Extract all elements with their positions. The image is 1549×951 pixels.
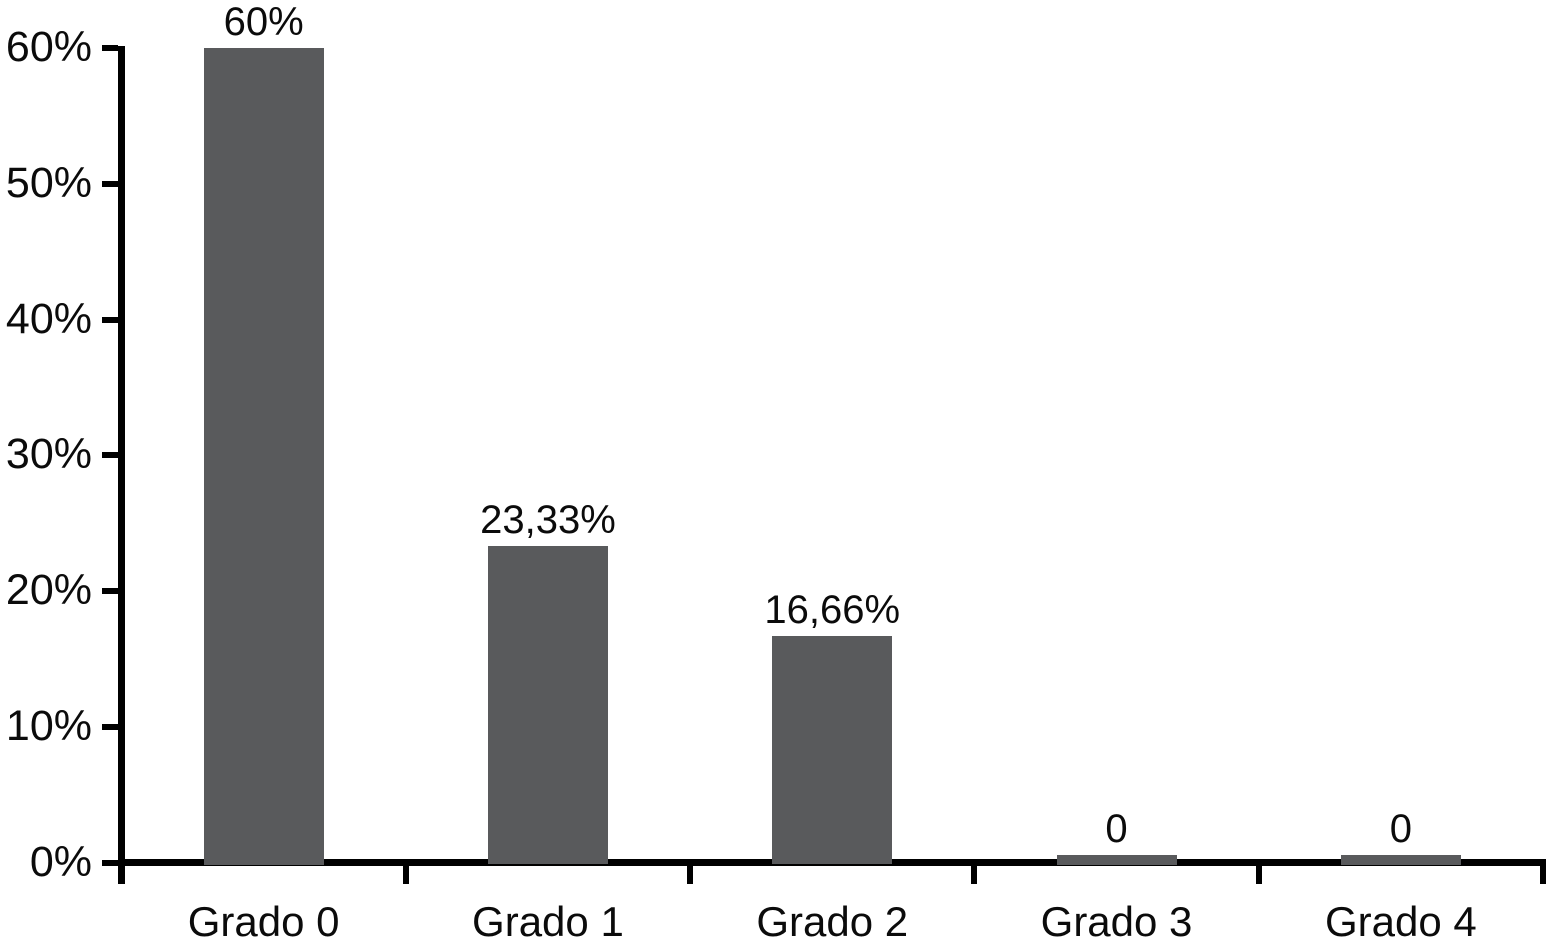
bar (203, 48, 324, 865)
x-axis-tick (687, 866, 694, 884)
y-tick-label: 50% (5, 158, 92, 207)
bar-value-label: 23,33% (480, 497, 616, 542)
x-axis-tick (402, 866, 409, 884)
y-tick-label: 10% (5, 701, 92, 750)
x-category-label: Grado 4 (1324, 898, 1477, 945)
bar (772, 636, 893, 865)
bar (1340, 854, 1461, 865)
y-tick-label: 60% (5, 23, 92, 71)
y-axis-tick (102, 588, 118, 594)
bar-value-label: 16,66% (764, 588, 901, 633)
x-category-label: Grado 3 (1040, 898, 1193, 945)
y-axis-tick (102, 452, 118, 459)
x-category-label: Grado 2 (756, 898, 909, 945)
bar (1056, 854, 1177, 865)
bar-value-label: 0 (1389, 806, 1412, 851)
x-category-label: Grado 1 (472, 898, 624, 945)
y-tick-label: 40% (5, 294, 92, 343)
y-axis-tick (102, 180, 118, 187)
y-axis-tick (102, 859, 118, 866)
y-axis-tick (102, 723, 118, 730)
y-axis-tick (102, 316, 118, 323)
bar-value-label: 0 (1105, 806, 1128, 851)
x-axis-tick (1540, 866, 1546, 884)
y-tick-label: 30% (5, 430, 92, 479)
x-axis-tick (1255, 866, 1262, 884)
bar (487, 545, 608, 865)
bar-value-label: 60% (223, 0, 304, 44)
y-tick-label: 0% (29, 837, 92, 886)
x-category-label: Grado 0 (187, 898, 340, 945)
y-tick-label: 20% (5, 566, 92, 614)
x-axis-tick (971, 866, 978, 884)
y-axis-tick (102, 45, 118, 51)
y-axis-line (118, 46, 125, 884)
